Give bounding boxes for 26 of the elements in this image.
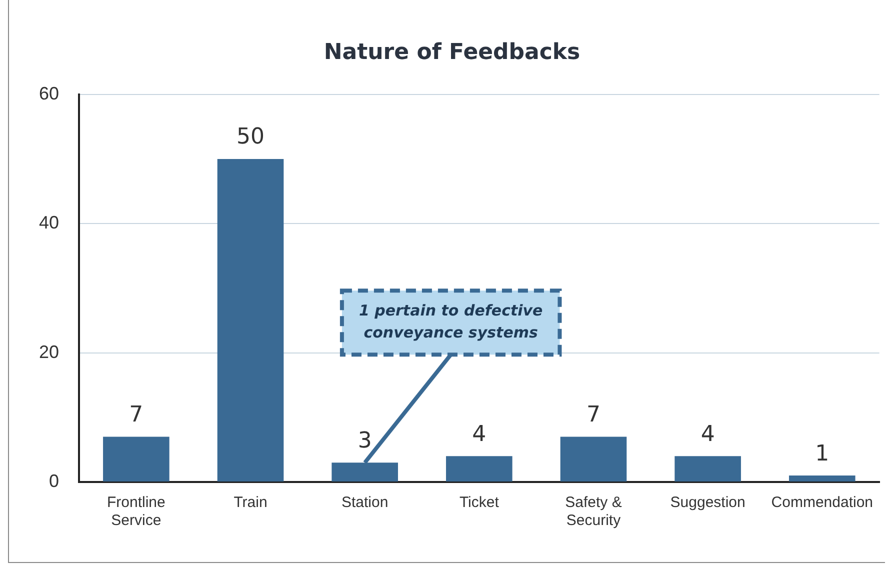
data-label: 1 [815,441,830,466]
bar [446,456,512,482]
data-label: 7 [129,402,144,428]
data-label: 50 [236,124,265,150]
y-tick-label: 40 [38,212,60,233]
bar [560,436,627,482]
x-tick-label: Suggestion [670,494,746,512]
x-tick-label: Station [341,494,388,512]
bar [217,159,284,482]
annotation: 1 pertain to defective conveyance systems [358,302,543,342]
chart-title: Nature of Feedbacks [324,40,580,65]
bar [788,476,856,482]
bar [674,456,741,482]
bar [103,436,170,482]
data-label: 4 [700,422,715,447]
y-tick-label: 20 [38,342,60,362]
x-tick-label: Train [234,494,268,512]
data-label: 4 [472,422,486,447]
x-tick-label: Safety & Security [565,494,622,530]
y-tick-label: 0 [49,470,60,491]
x-tick-label: Commendation [771,494,873,512]
x-tick-label: Ticket [459,494,500,512]
y-tick-label: 60 [38,83,60,104]
x-tick-label: Frontline Service [107,494,166,530]
data-label: 7 [586,402,600,428]
data-label: 3 [358,428,372,454]
